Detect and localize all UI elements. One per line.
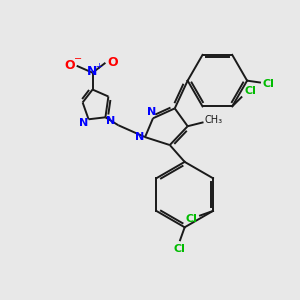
Text: O: O (107, 56, 118, 69)
Text: N: N (106, 116, 115, 126)
Text: O: O (64, 59, 75, 72)
Text: N: N (136, 132, 145, 142)
Text: Cl: Cl (244, 85, 256, 95)
Text: Cl: Cl (185, 214, 197, 224)
Text: N: N (79, 118, 88, 128)
Text: N: N (147, 107, 157, 117)
Text: −: − (74, 54, 82, 64)
Text: Cl: Cl (263, 79, 275, 88)
Text: +: + (95, 62, 102, 71)
Text: CH₃: CH₃ (204, 115, 223, 125)
Text: N: N (87, 65, 98, 78)
Text: Cl: Cl (174, 244, 186, 254)
